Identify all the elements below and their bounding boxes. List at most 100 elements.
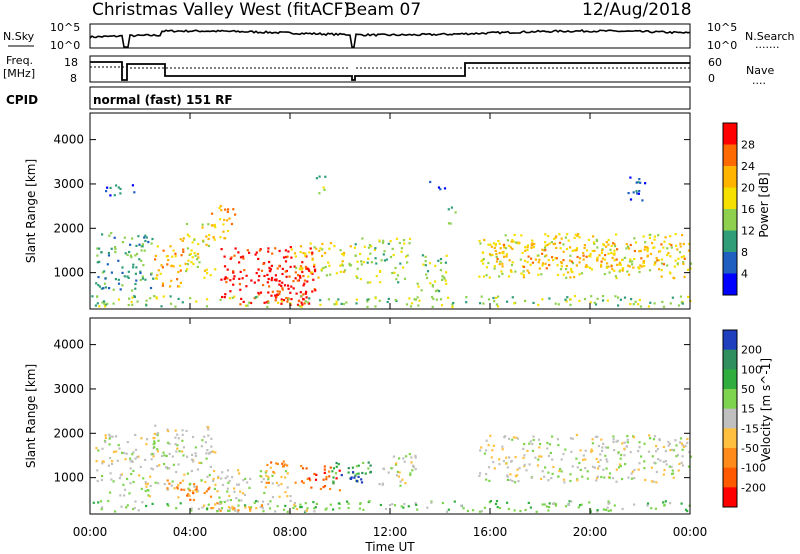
heatmap-cell [350,476,353,479]
heatmap-cell [281,288,284,291]
heatmap-cell [447,222,451,225]
heatmap-cell [552,259,555,262]
heatmap-cell [360,478,363,481]
heatmap-cell [555,246,558,249]
heatmap-cell [571,437,574,440]
heatmap-cell [181,450,184,453]
heatmap-cell [309,247,312,250]
heatmap-cell [646,504,649,507]
heatmap-cell [261,500,265,503]
heatmap-cell [191,490,194,493]
heatmap-cell [280,298,283,301]
heatmap-cell [268,260,271,264]
colorbar-tick-label: 200 [741,344,762,357]
heatmap-cell [414,298,417,301]
heatmap-cell [538,455,541,458]
heatmap-cell [201,506,204,509]
heatmap-cell [598,465,601,468]
heatmap-cell [667,444,670,447]
heatmap-cell [192,262,195,266]
heatmap-cell [488,479,491,482]
heatmap-cell [546,441,549,445]
heatmap-cell [192,460,195,463]
heatmap-cell [174,436,177,439]
heatmap-cell [101,447,104,450]
heatmap-cell [487,243,490,246]
heatmap-cell [493,300,496,303]
colorbar-swatch [723,273,737,296]
heatmap-cell [600,263,603,266]
heatmap-cell [264,471,267,474]
heatmap-cell [569,254,572,257]
heatmap-cell [379,503,382,507]
heatmap-cell [378,299,381,302]
heatmap-cell [319,247,322,250]
heatmap-cell [338,507,341,510]
heatmap-cell [103,305,107,308]
heatmap-cell [187,493,190,496]
heatmap-cell [466,509,469,513]
heatmap-cell [491,449,494,452]
heatmap-cell [646,254,649,257]
heatmap-cell [290,248,293,251]
heatmap-cell [617,451,620,454]
heatmap-cell [354,243,357,246]
heatmap-cell [216,490,219,493]
colorbar-swatch [723,252,737,274]
heatmap-cell [479,302,482,305]
heatmap-cell [570,450,573,453]
heatmap-cell [551,435,554,438]
colorbar-tick-label: -200 [741,481,766,494]
heatmap-cell [653,238,656,241]
heatmap-cell [680,442,683,445]
heatmap-cell [485,449,488,452]
heatmap-cell [623,447,626,450]
heatmap-cell [181,239,184,242]
heatmap-cell [663,240,666,243]
heatmap-cell [647,450,651,453]
heatmap-cell [156,274,159,277]
heatmap-cell [618,263,621,266]
heatmap-cell [328,475,331,478]
heatmap-cell [619,298,622,301]
heatmap-cell [633,468,636,471]
heatmap-cell [370,245,373,248]
heatmap-cell [115,450,118,453]
heatmap-cell [506,474,509,477]
heatmap-cell [153,436,156,440]
heatmap-cell [400,250,403,253]
heatmap-cell [609,509,612,512]
heatmap-cell [615,258,618,261]
heatmap-cell [277,484,280,487]
heatmap-cell [271,474,274,477]
heatmap-cell [202,240,205,243]
heatmap-cell [483,238,486,242]
power-x-tick-marks [89,113,691,309]
heatmap-cell [107,251,110,255]
heatmap-cell [110,271,113,274]
heatmap-cell [122,483,125,486]
heatmap-cell [195,300,198,303]
heatmap-cell [145,485,148,488]
heatmap-cell [664,236,667,239]
heatmap-cell [120,505,123,508]
heatmap-cell [488,253,492,256]
heatmap-cell [605,266,608,269]
heatmap-cell [634,241,637,244]
heatmap-cell [575,247,579,250]
heatmap-cell [178,450,181,453]
heatmap-cell [562,250,565,253]
heatmap-cell [248,486,251,489]
heatmap-cell [647,305,650,308]
heatmap-cell [502,250,505,254]
heatmap-cell [648,269,652,272]
heatmap-cell [259,291,263,294]
heatmap-cell [529,506,532,509]
heatmap-cell [642,235,645,238]
heatmap-cell [546,447,549,450]
heatmap-cell [375,275,378,278]
heatmap-cell [367,257,370,260]
heatmap-cell [278,290,281,293]
heatmap-cell [615,480,618,483]
